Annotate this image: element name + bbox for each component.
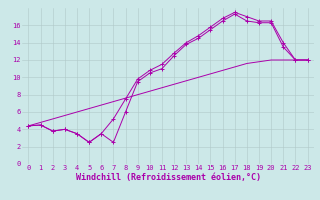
X-axis label: Windchill (Refroidissement éolien,°C): Windchill (Refroidissement éolien,°C) [76,173,260,182]
